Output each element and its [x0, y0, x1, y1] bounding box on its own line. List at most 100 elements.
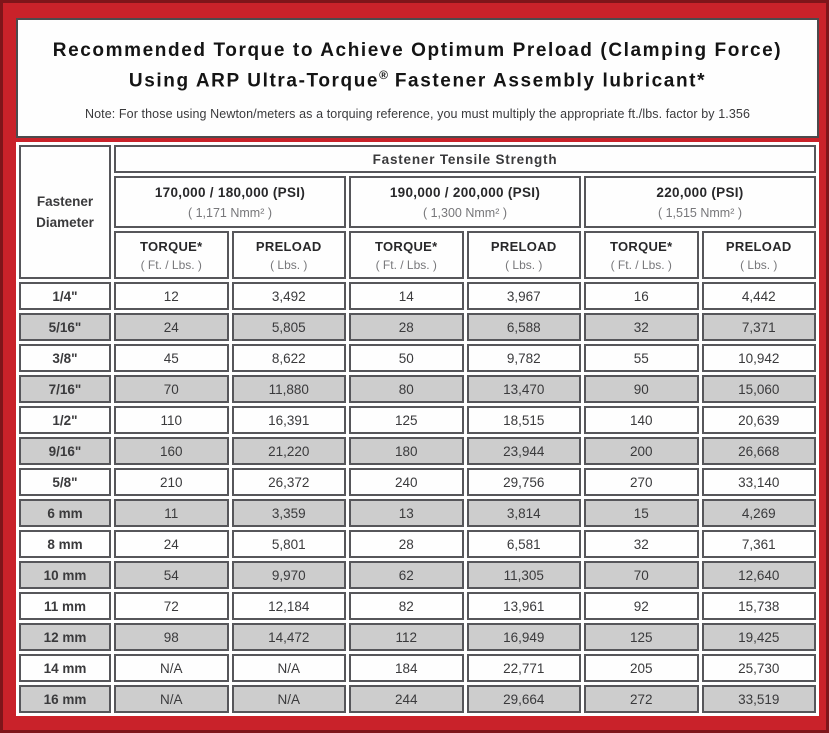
torque-value-cell: 110 — [114, 406, 229, 434]
torque-value-cell: 28 — [349, 313, 464, 341]
preload-value-cell: 12,184 — [231, 592, 346, 620]
preload-value-cell: 21,220 — [231, 437, 346, 465]
table-row: 9/16" 160 21,220 180 23,944 200 26,668 — [19, 437, 816, 465]
preload-value-cell: 26,668 — [701, 437, 816, 465]
preload-value-cell: 14,472 — [231, 623, 346, 651]
preload-value-cell: 15,060 — [701, 375, 816, 403]
table-row: 14 mm N/A N/A 184 22,771 205 25,730 — [19, 654, 816, 682]
torque-value-cell: 11 — [114, 499, 229, 527]
preload-unit: ( Lbs. ) — [740, 257, 778, 272]
preload-column-header: PRELOAD ( Lbs. ) — [701, 231, 816, 279]
torque-value-cell: 244 — [349, 685, 464, 713]
fastener-diameter-cell: 10 mm — [19, 561, 111, 589]
fastener-diameter-cell: 6 mm — [19, 499, 111, 527]
torque-value-cell: 98 — [114, 623, 229, 651]
fastener-diameter-cell: 11 mm — [19, 592, 111, 620]
torque-value-cell: 54 — [114, 561, 229, 589]
preload-value-cell: 16,949 — [466, 623, 581, 651]
fastener-diameter-cell: 14 mm — [19, 654, 111, 682]
table-row: 7/16" 70 11,880 80 13,470 90 15,060 — [19, 375, 816, 403]
preload-label: PRELOAD — [490, 238, 557, 254]
fastener-diameter-cell: 8 mm — [19, 530, 111, 558]
table-row: 10 mm 54 9,970 62 11,305 70 12,640 — [19, 561, 816, 589]
torque-column-header: TORQUE* ( Ft. / Lbs. ) — [114, 231, 229, 279]
psi-group-170-180: 170,000 / 180,000 (PSI) ( 1,171 Nmm² ) — [114, 176, 346, 228]
preload-label: PRELOAD — [725, 238, 792, 254]
preload-value-cell: 19,425 — [701, 623, 816, 651]
torque-value-cell: 125 — [349, 406, 464, 434]
torque-value-cell: 13 — [349, 499, 464, 527]
fastener-tensile-strength-header: Fastener Tensile Strength — [114, 145, 816, 173]
torque-value-cell: N/A — [114, 654, 229, 682]
torque-value-cell: 180 — [349, 437, 464, 465]
psi-header-row: 170,000 / 180,000 (PSI) ( 1,171 Nmm² ) 1… — [19, 176, 816, 228]
torque-value-cell: 205 — [584, 654, 699, 682]
content-panel: Recommended Torque to Achieve Optimum Pr… — [16, 18, 819, 720]
torque-unit: ( Ft. / Lbs. ) — [375, 257, 437, 272]
fastener-diameter-header: Fastener Diameter — [19, 145, 111, 279]
torque-value-cell: 28 — [349, 530, 464, 558]
torque-value-cell: 32 — [584, 313, 699, 341]
table-row: 11 mm 72 12,184 82 13,961 92 15,738 — [19, 592, 816, 620]
torque-value-cell: 200 — [584, 437, 699, 465]
torque-value-cell: 45 — [114, 344, 229, 372]
torque-value-cell: 210 — [114, 468, 229, 496]
psi-group-190-200: 190,000 / 200,000 (PSI) ( 1,300 Nmm² ) — [349, 176, 581, 228]
fastener-diameter-cell: 1/4" — [19, 282, 111, 310]
preload-value-cell: 9,970 — [231, 561, 346, 589]
psi-value: 170,000 / 180,000 (PSI) — [154, 184, 306, 200]
torque-value-cell: 160 — [114, 437, 229, 465]
preload-value-cell: 4,442 — [701, 282, 816, 310]
torque-value-cell: 80 — [349, 375, 464, 403]
preload-value-cell: 12,640 — [701, 561, 816, 589]
page-title-line1: Recommended Torque to Achieve Optimum Pr… — [52, 40, 783, 61]
preload-value-cell: 6,581 — [466, 530, 581, 558]
preload-value-cell: 29,756 — [466, 468, 581, 496]
preload-value-cell: 8,622 — [231, 344, 346, 372]
page-title-line2: Using ARP Ultra-Torque® Fastener Assembl… — [18, 63, 817, 93]
title-box: Recommended Torque to Achieve Optimum Pr… — [16, 18, 819, 138]
torque-value-cell: 125 — [584, 623, 699, 651]
torque-label: TORQUE* — [374, 238, 438, 254]
torque-value-cell: 240 — [349, 468, 464, 496]
torque-table: Fastener Diameter Fastener Tensile Stren… — [16, 142, 819, 716]
torque-unit: ( Ft. / Lbs. ) — [610, 257, 672, 272]
table-row: 1/4" 12 3,492 14 3,967 16 4,442 — [19, 282, 816, 310]
preload-value-cell: 3,359 — [231, 499, 346, 527]
preload-value-cell: 3,967 — [466, 282, 581, 310]
torque-value-cell: 24 — [114, 313, 229, 341]
torque-value-cell: 14 — [349, 282, 464, 310]
column-header-row: TORQUE* ( Ft. / Lbs. ) PRELOAD ( Lbs. ) … — [19, 231, 816, 279]
torque-value-cell: 15 — [584, 499, 699, 527]
torque-value-cell: N/A — [114, 685, 229, 713]
nmm-value: ( 1,515 Nmm² ) — [657, 205, 743, 220]
fastener-diameter-cell: 5/8" — [19, 468, 111, 496]
preload-value-cell: 25,730 — [701, 654, 816, 682]
preload-value-cell: 9,782 — [466, 344, 581, 372]
torque-value-cell: 70 — [114, 375, 229, 403]
preload-value-cell: N/A — [231, 685, 346, 713]
preload-value-cell: 5,801 — [231, 530, 346, 558]
psi-value: 190,000 / 200,000 (PSI) — [389, 184, 541, 200]
registered-trademark-icon: ® — [379, 68, 388, 82]
preload-value-cell: 7,371 — [701, 313, 816, 341]
torque-label: TORQUE* — [139, 238, 203, 254]
torque-value-cell: 62 — [349, 561, 464, 589]
torque-value-cell: 184 — [349, 654, 464, 682]
fastener-diameter-cell: 1/2" — [19, 406, 111, 434]
preload-value-cell: 13,961 — [466, 592, 581, 620]
preload-label: PRELOAD — [255, 238, 322, 254]
torque-value-cell: 16 — [584, 282, 699, 310]
preload-value-cell: 20,639 — [701, 406, 816, 434]
psi-group-220: 220,000 (PSI) ( 1,515 Nmm² ) — [584, 176, 816, 228]
torque-value-cell: 112 — [349, 623, 464, 651]
preload-unit: ( Lbs. ) — [270, 257, 308, 272]
preload-value-cell: 13,470 — [466, 375, 581, 403]
tensile-strength-header-row: Fastener Diameter Fastener Tensile Stren… — [19, 145, 816, 279]
torque-column-header: TORQUE* ( Ft. / Lbs. ) — [584, 231, 699, 279]
preload-value-cell: 16,391 — [231, 406, 346, 434]
title-line2-post: Fastener Assembly lubricant* — [387, 70, 707, 92]
torque-value-cell: 12 — [114, 282, 229, 310]
table-row: 5/16" 24 5,805 28 6,588 32 7,371 — [19, 313, 816, 341]
